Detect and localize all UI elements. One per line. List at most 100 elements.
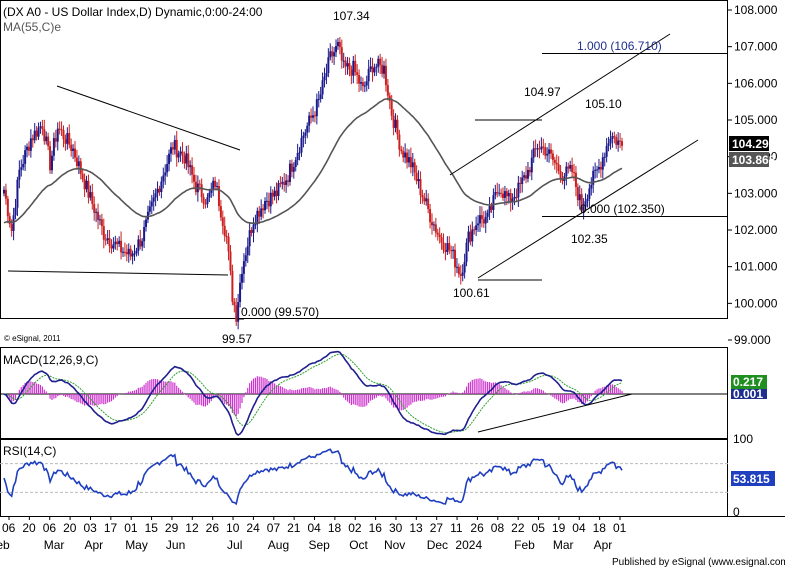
- candle-body: [507, 192, 510, 197]
- candle-body: [181, 151, 184, 156]
- date-tick-label: 04: [572, 521, 586, 535]
- candle-body: [64, 139, 67, 144]
- candle-body: [131, 253, 134, 257]
- trendlines: [7, 33, 728, 433]
- date-tick-label: 17: [104, 521, 118, 535]
- month-label: 2024: [455, 538, 482, 552]
- candle-body: [72, 148, 75, 151]
- month-label: Aug: [268, 538, 289, 552]
- candle-body: [26, 146, 29, 151]
- candle-body: [200, 184, 203, 198]
- candle-body: [231, 270, 234, 302]
- candle-body: [384, 65, 387, 86]
- candle-body: [336, 41, 339, 47]
- candle-body: [375, 66, 378, 68]
- candle-body: [565, 166, 568, 177]
- candle-body: [407, 157, 410, 163]
- trendline-left-top[interactable]: [56, 85, 241, 151]
- candle-body: [538, 148, 541, 150]
- candle-body: [137, 239, 140, 251]
- candle-body: [275, 190, 278, 197]
- macd-plot: [0, 350, 728, 436]
- candle-body: [269, 192, 272, 207]
- candle-body: [569, 165, 572, 169]
- channel-lower[interactable]: [477, 139, 699, 279]
- price-panel-frame: [0, 0, 728, 319]
- candle-body: [141, 241, 144, 247]
- candle-body: [369, 66, 372, 69]
- rsi-tick-100: 100: [733, 432, 753, 446]
- candle-body: [285, 180, 288, 185]
- month-label: Sep: [309, 538, 331, 552]
- candle-body: [609, 138, 612, 144]
- candle-body: [461, 272, 464, 276]
- candle-body: [555, 162, 558, 165]
- candle-body: [574, 172, 577, 187]
- candle-body: [93, 203, 96, 213]
- candle-body: [169, 147, 172, 154]
- candle-body: [386, 85, 389, 96]
- candle-body: [233, 301, 236, 306]
- candle-body: [394, 119, 397, 128]
- candle-body: [423, 197, 426, 202]
- channel-upper[interactable]: [449, 33, 671, 176]
- candle-body: [102, 226, 105, 240]
- candle-body: [45, 136, 48, 142]
- candle-body: [208, 192, 211, 198]
- candle-body: [494, 192, 497, 196]
- candle-body: [530, 157, 533, 173]
- date-tick-label: 08: [491, 521, 505, 535]
- date-tick-label: 01: [613, 521, 627, 535]
- candle-body: [350, 69, 353, 76]
- candle-body: [346, 63, 349, 67]
- candle-body: [381, 64, 384, 74]
- candle-body: [120, 240, 123, 253]
- candle-body: [463, 261, 466, 273]
- month-label: Nov: [384, 538, 405, 552]
- candle-body: [611, 136, 614, 139]
- candle-body: [594, 169, 597, 171]
- trendline-left-bottom[interactable]: [7, 270, 229, 276]
- candle-body: [519, 182, 522, 185]
- month-label: Jul: [227, 538, 242, 552]
- candle-body: [492, 195, 495, 210]
- candle-body: [81, 173, 84, 180]
- candle-body: [455, 266, 458, 268]
- candle-body: [43, 129, 46, 142]
- annotation-high-10734: 107.34: [333, 9, 370, 23]
- candle-body: [20, 167, 23, 170]
- candle-body: [617, 140, 620, 145]
- candle-body: [135, 250, 138, 254]
- date-tick-label: 21: [287, 521, 301, 535]
- macd-line: [3, 350, 623, 436]
- candle-body: [114, 241, 117, 245]
- candle-body: [498, 192, 501, 194]
- candle-body: [586, 198, 589, 202]
- macd-signal-line: [3, 353, 623, 434]
- candle-body: [607, 143, 610, 146]
- candle-body: [110, 245, 113, 249]
- candle-body: [250, 230, 253, 233]
- candle-body: [58, 128, 61, 130]
- candle-body: [108, 238, 111, 246]
- candle-body: [580, 194, 583, 211]
- price-tick-label: 101.000: [734, 260, 778, 274]
- price-tick-label: 105.000: [734, 113, 778, 127]
- candle-body: [264, 201, 267, 211]
- candle-body: [125, 252, 128, 255]
- candle-body: [500, 192, 503, 194]
- candle-body: [340, 47, 343, 61]
- candle-body: [467, 231, 470, 243]
- macd-line-value: 0.001: [733, 387, 763, 401]
- candle-body: [229, 251, 232, 271]
- candle-body: [267, 200, 270, 207]
- macd-title: MACD(12,26,9,C): [3, 353, 98, 367]
- candle-body: [515, 197, 518, 199]
- candle-body: [210, 188, 213, 193]
- candle-body: [10, 224, 13, 231]
- macd-trendline[interactable]: [477, 393, 633, 433]
- candle-body: [185, 153, 188, 164]
- month-label: Jun: [166, 538, 185, 552]
- candle-body: [304, 132, 307, 136]
